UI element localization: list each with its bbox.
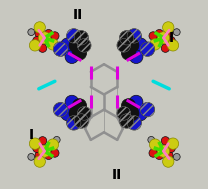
Ellipse shape xyxy=(167,138,179,149)
Ellipse shape xyxy=(77,107,91,120)
Ellipse shape xyxy=(61,106,76,121)
Ellipse shape xyxy=(51,149,59,157)
Ellipse shape xyxy=(165,151,173,160)
Ellipse shape xyxy=(34,22,45,33)
Ellipse shape xyxy=(120,31,134,45)
Ellipse shape xyxy=(44,144,52,153)
Ellipse shape xyxy=(67,29,81,43)
Ellipse shape xyxy=(121,99,136,113)
Ellipse shape xyxy=(29,138,41,149)
Ellipse shape xyxy=(69,106,84,121)
Ellipse shape xyxy=(69,38,84,53)
Ellipse shape xyxy=(72,46,87,60)
Ellipse shape xyxy=(74,31,88,45)
Ellipse shape xyxy=(132,38,147,53)
Ellipse shape xyxy=(167,144,175,153)
Ellipse shape xyxy=(65,95,79,109)
Ellipse shape xyxy=(38,44,47,52)
Ellipse shape xyxy=(167,36,175,45)
Text: II: II xyxy=(112,168,122,182)
Ellipse shape xyxy=(148,46,155,53)
Ellipse shape xyxy=(47,39,59,50)
Ellipse shape xyxy=(65,50,79,64)
Ellipse shape xyxy=(140,42,155,56)
Ellipse shape xyxy=(120,114,134,128)
Ellipse shape xyxy=(117,39,131,52)
Ellipse shape xyxy=(156,36,164,45)
Ellipse shape xyxy=(121,46,136,60)
Ellipse shape xyxy=(173,29,180,36)
Ellipse shape xyxy=(45,151,53,160)
Ellipse shape xyxy=(140,102,155,117)
Ellipse shape xyxy=(38,145,51,157)
Ellipse shape xyxy=(127,116,141,130)
Ellipse shape xyxy=(165,29,173,38)
Ellipse shape xyxy=(156,144,164,153)
Ellipse shape xyxy=(161,137,170,145)
Ellipse shape xyxy=(53,42,68,56)
Ellipse shape xyxy=(117,107,131,120)
Ellipse shape xyxy=(127,29,141,43)
Ellipse shape xyxy=(34,156,45,167)
Ellipse shape xyxy=(38,32,51,44)
Ellipse shape xyxy=(157,145,170,157)
Text: I: I xyxy=(29,128,34,142)
Ellipse shape xyxy=(35,29,43,38)
Ellipse shape xyxy=(29,40,41,51)
Ellipse shape xyxy=(38,137,47,145)
Ellipse shape xyxy=(149,149,157,157)
Ellipse shape xyxy=(35,151,43,160)
Ellipse shape xyxy=(167,40,179,51)
Ellipse shape xyxy=(45,29,53,38)
Ellipse shape xyxy=(28,29,35,36)
Ellipse shape xyxy=(124,106,139,121)
Ellipse shape xyxy=(149,39,161,50)
Ellipse shape xyxy=(28,153,35,160)
Ellipse shape xyxy=(33,36,41,45)
Ellipse shape xyxy=(173,153,180,160)
Ellipse shape xyxy=(44,36,52,45)
Ellipse shape xyxy=(157,32,170,44)
Ellipse shape xyxy=(53,136,60,143)
Text: II: II xyxy=(72,8,83,22)
Ellipse shape xyxy=(124,38,139,53)
Ellipse shape xyxy=(61,38,76,53)
Text: I: I xyxy=(168,31,174,45)
Ellipse shape xyxy=(163,22,174,33)
Ellipse shape xyxy=(155,29,163,38)
Ellipse shape xyxy=(161,44,170,52)
Ellipse shape xyxy=(33,144,41,153)
Ellipse shape xyxy=(148,136,155,143)
Ellipse shape xyxy=(53,102,68,117)
Ellipse shape xyxy=(149,32,157,40)
Ellipse shape xyxy=(163,156,174,167)
Ellipse shape xyxy=(51,32,59,40)
Ellipse shape xyxy=(74,114,88,128)
Ellipse shape xyxy=(149,139,161,150)
Ellipse shape xyxy=(67,116,81,130)
Ellipse shape xyxy=(155,151,163,160)
Ellipse shape xyxy=(47,139,59,150)
Ellipse shape xyxy=(77,39,91,52)
Ellipse shape xyxy=(129,50,143,64)
Ellipse shape xyxy=(129,95,143,109)
Ellipse shape xyxy=(72,99,87,113)
Ellipse shape xyxy=(53,46,60,53)
Ellipse shape xyxy=(132,106,147,121)
